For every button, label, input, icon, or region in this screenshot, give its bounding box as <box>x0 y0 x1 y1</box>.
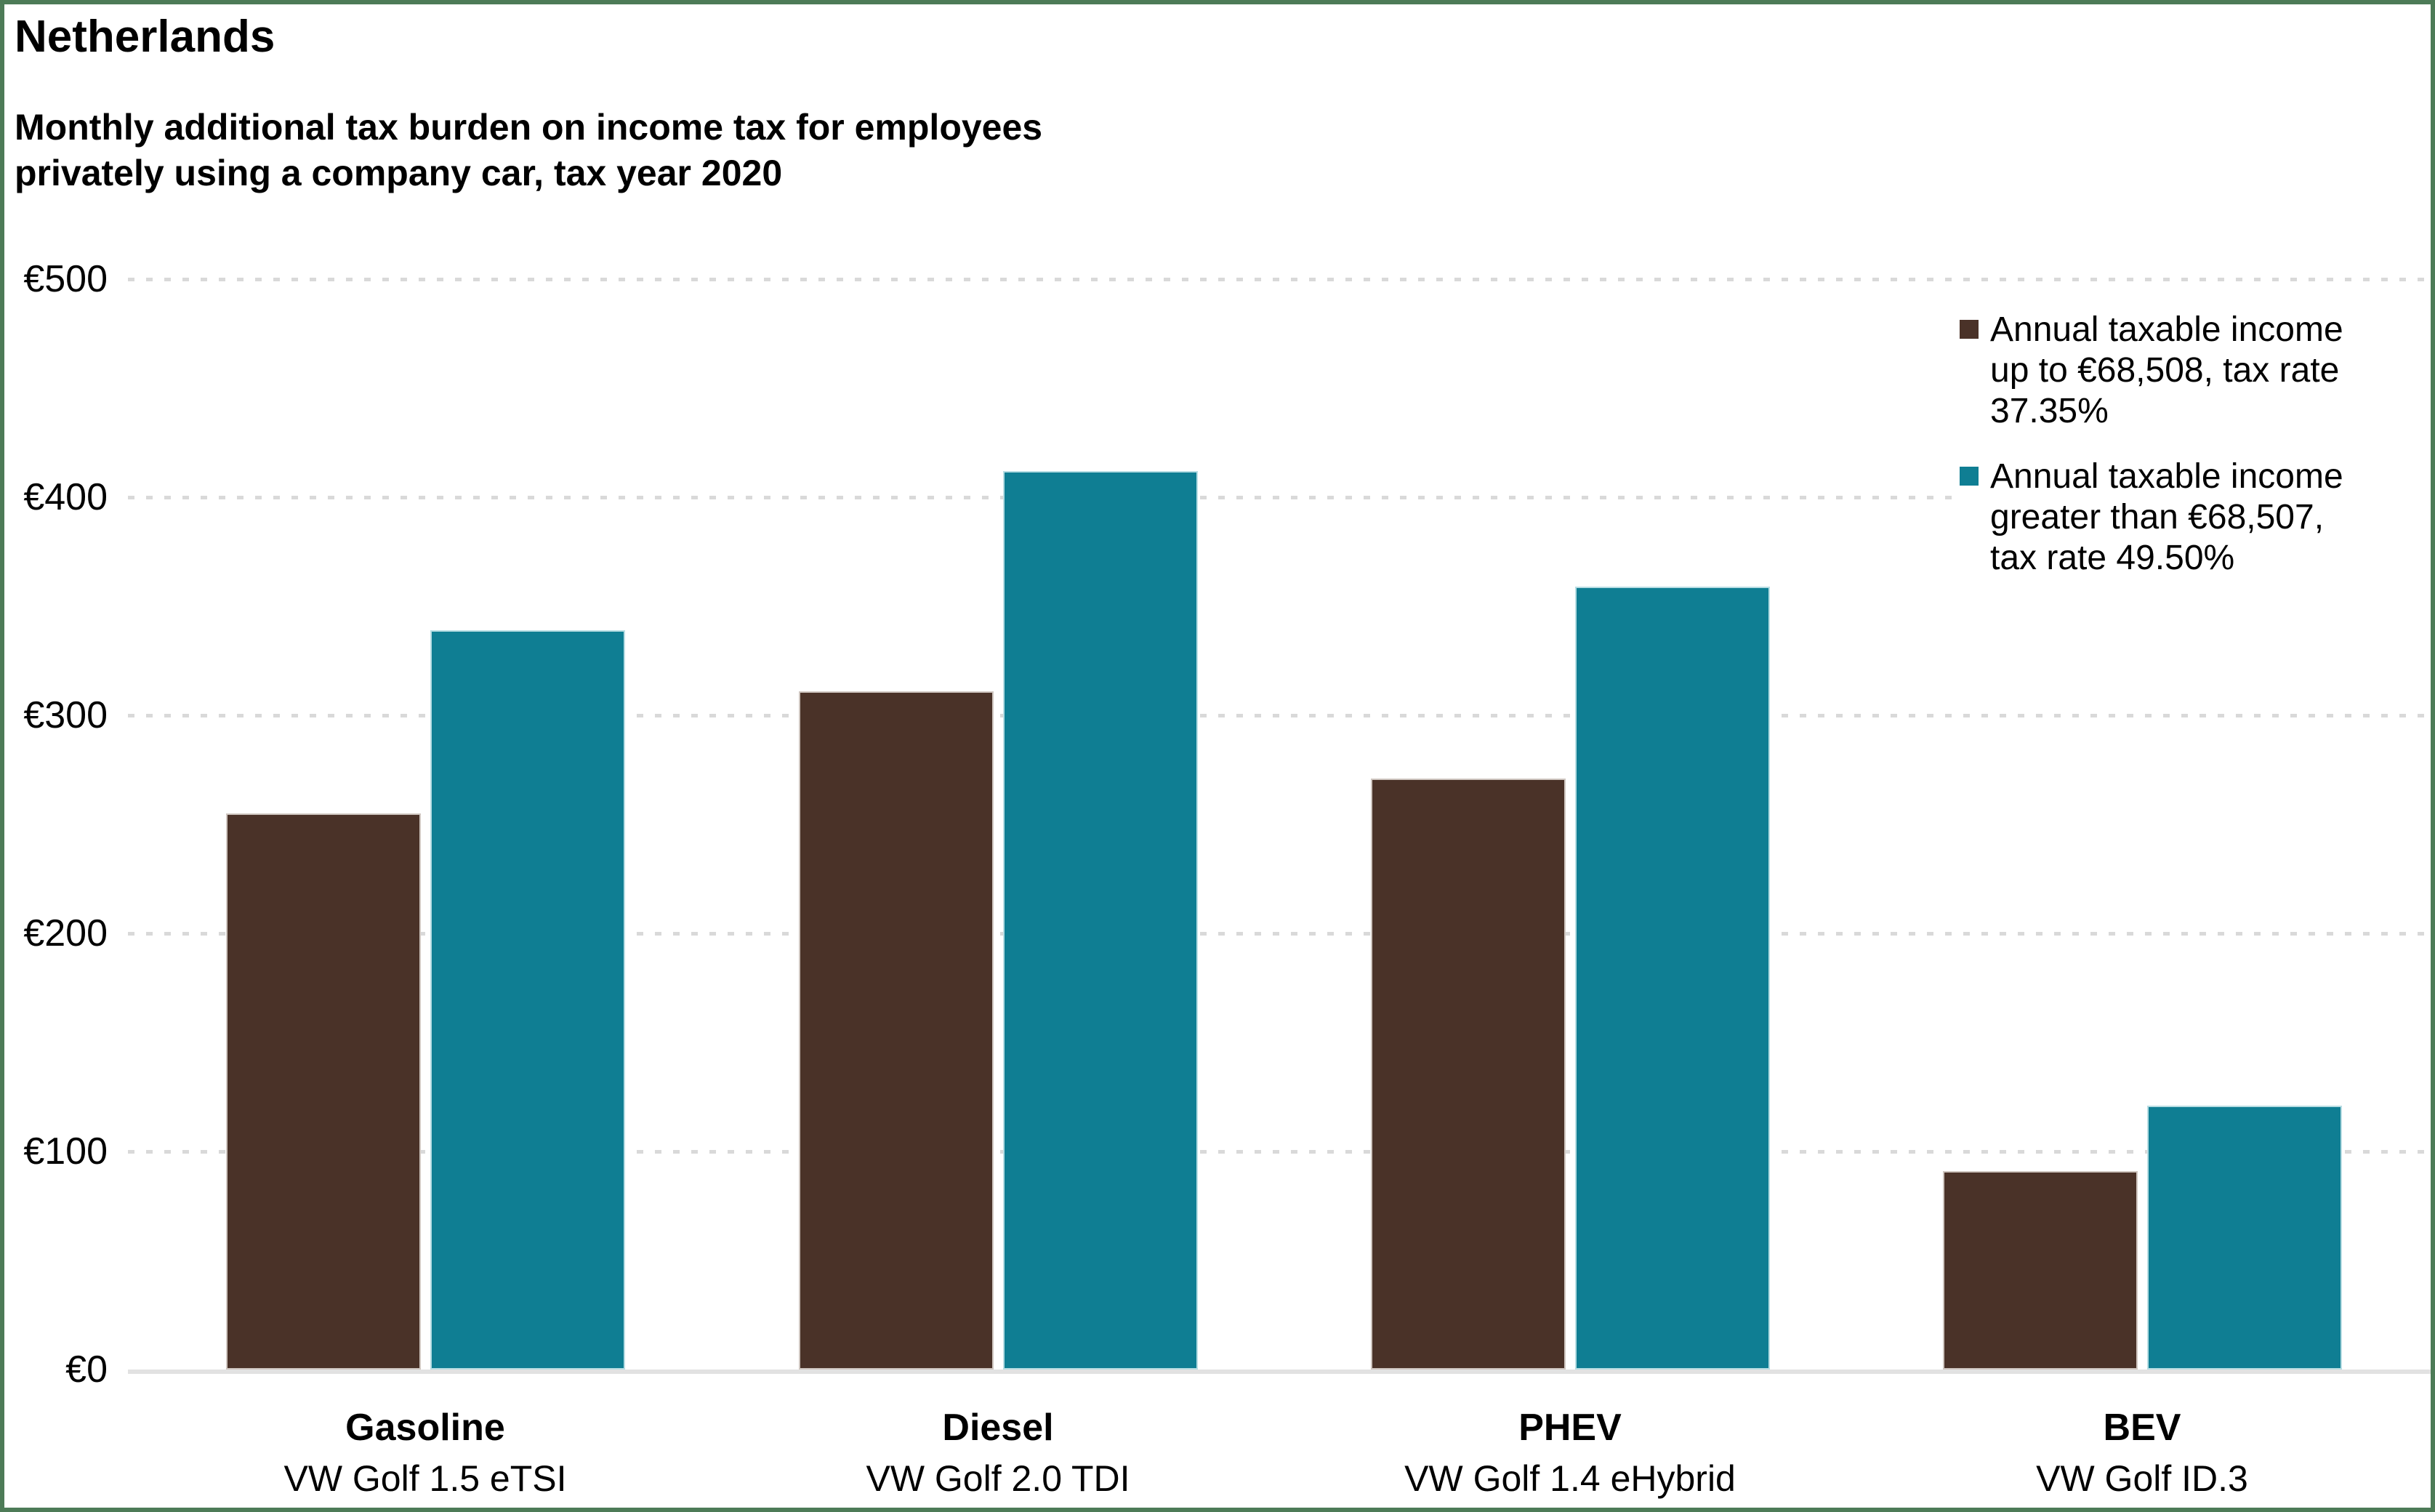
x-axis-line <box>128 1370 2431 1374</box>
category-label-bev: BEV <box>2103 1407 2181 1449</box>
gridline-100 <box>128 1150 2431 1154</box>
legend-swatch-icon <box>1960 320 1979 339</box>
legend: Annual taxable income up to €68,508, tax… <box>1960 310 2431 603</box>
bar-bev-lower-rate <box>1943 1171 2138 1370</box>
bar-diesel-higher-rate <box>1003 471 1198 1370</box>
y-tick-label-200: €200 <box>23 912 108 954</box>
legend-label: Annual taxable income greater than €68,5… <box>1990 457 2343 577</box>
legend-item-lower-rate: Annual taxable income up to €68,508, tax… <box>1960 310 2431 432</box>
bar-diesel-lower-rate <box>799 691 994 1370</box>
category-label-phev: PHEV <box>1518 1407 1622 1449</box>
legend-item-higher-rate: Annual taxable income greater than €68,5… <box>1960 457 2431 579</box>
chart-title: Netherlands <box>15 12 275 62</box>
y-tick-label-300: €300 <box>23 694 108 736</box>
y-tick-label-400: €400 <box>23 476 108 518</box>
y-tick-label-500: €500 <box>23 258 108 300</box>
bar-phev-lower-rate <box>1371 779 1566 1370</box>
bar-gasoline-higher-rate <box>430 630 625 1370</box>
category-model-bev: VW Golf ID.3 <box>2036 1458 2248 1499</box>
bar-phev-higher-rate <box>1575 587 1770 1370</box>
gridline-300 <box>128 714 2431 717</box>
category-model-diesel: VW Golf 2.0 TDI <box>866 1458 1130 1499</box>
category-label-diesel: Diesel <box>942 1407 1054 1449</box>
gridline-400 <box>128 496 2431 499</box>
gridline-500 <box>128 278 2431 281</box>
gridline-200 <box>128 932 2431 936</box>
chart-subtitle: Monthly additional tax burden on income … <box>15 107 1043 193</box>
bar-gasoline-lower-rate <box>226 813 421 1370</box>
legend-swatch-icon <box>1960 467 1979 486</box>
category-label-gasoline: Gasoline <box>345 1407 505 1449</box>
bar-bev-higher-rate <box>2147 1106 2342 1370</box>
y-tick-label-0: €0 <box>65 1348 108 1391</box>
category-model-gasoline: VW Golf 1.5 eTSI <box>283 1458 567 1499</box>
category-model-phev: VW Golf 1.4 eHybrid <box>1404 1458 1736 1499</box>
legend-label: Annual taxable income up to €68,508, tax… <box>1990 310 2343 430</box>
y-tick-label-100: €100 <box>23 1130 108 1173</box>
